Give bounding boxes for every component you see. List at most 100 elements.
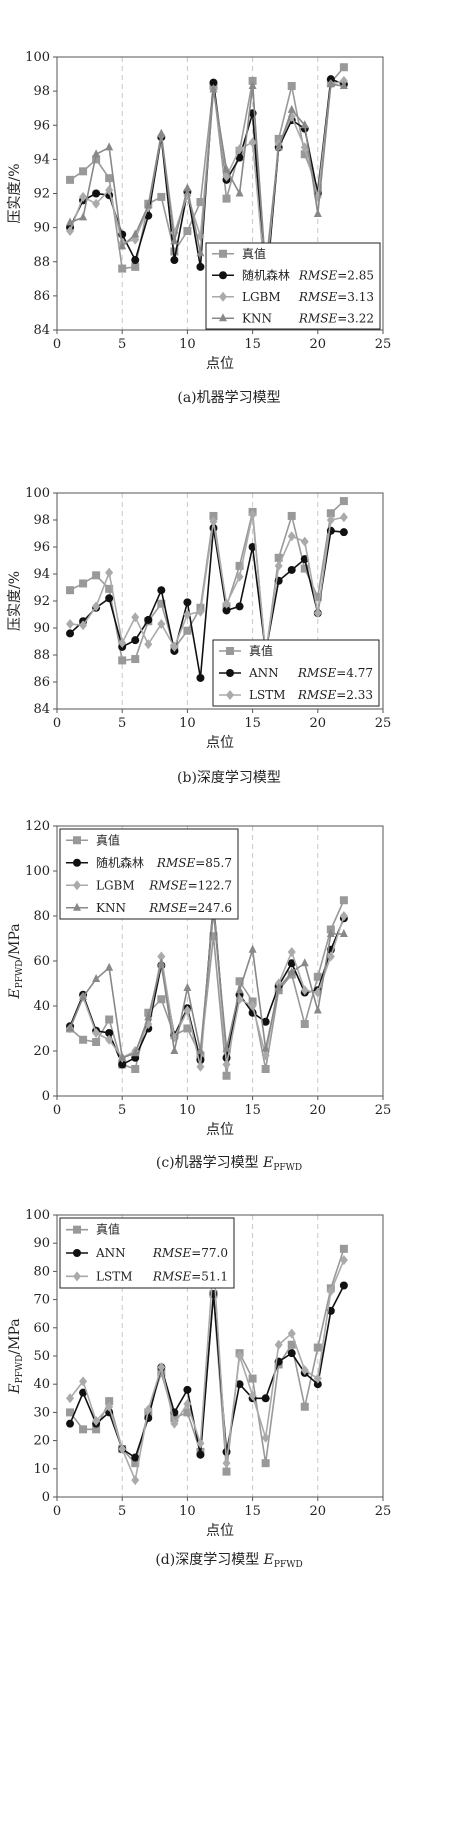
data-point [92,571,101,580]
data-point [248,944,257,953]
legend-marker [226,669,234,677]
data-point [131,1065,140,1073]
data-point [157,1362,166,1373]
data-point [183,1398,192,1409]
data-point [170,256,179,265]
data-point [157,192,166,201]
data-point [131,1459,140,1468]
data-point [300,1402,309,1411]
chart-panel-3: 0 5 10 15 20 25 0 20 40 60 80 100 120 点位 EPFWD/MPa 真值随机… [7,819,391,1173]
data-point [261,1394,270,1403]
data-point [105,594,114,603]
data-point [79,1425,88,1434]
data-point [92,198,101,209]
data-point [66,618,75,629]
data-point [313,1380,322,1389]
data-point [79,620,88,631]
y-tick-label: 84 [33,323,50,338]
data-point [170,236,179,245]
data-point [105,1397,114,1406]
x-tick-label: 15 [244,716,261,731]
data-point [183,227,192,236]
data-point [287,1340,296,1349]
legend-label: 随机森林 [96,855,144,870]
data-point [183,1385,192,1394]
data-point [183,1005,192,1016]
data-point [339,497,348,506]
legend-marker [219,313,227,322]
x-tick-label: 0 [53,1504,61,1519]
y-tick-label: 80 [33,909,50,924]
data-point [66,226,75,237]
legend-label: 真值 [249,643,273,658]
data-point [339,1281,348,1290]
data-point [105,174,114,183]
data-point [183,1408,192,1417]
data-point [105,1034,114,1045]
data-point [79,1376,88,1387]
data-point [131,655,140,664]
data-point [248,1374,257,1383]
data-point [196,606,205,617]
data-point [170,1046,179,1054]
x-tick-label: 10 [179,337,196,352]
data-point [66,629,75,638]
data-point [157,958,166,967]
data-point [287,1349,296,1358]
data-point [209,932,218,941]
data-point [326,79,335,88]
data-point [105,185,114,196]
data-point [339,929,348,937]
legend-rmse: RMSE=3.13 [298,290,374,304]
legend-rmse: RMSE=3.22 [298,311,374,325]
x-tick-label: 25 [375,716,392,731]
data-point [196,1438,205,1449]
legend-label: LGBM [96,878,135,892]
data-point [157,128,166,137]
x-tick-label: 5 [118,1504,126,1519]
legend-label: 随机森林 [242,267,290,282]
data-point [144,639,153,650]
data-point [300,958,309,967]
y-tick-label: 98 [33,513,50,528]
data-point [157,1368,166,1377]
data-point [287,531,296,542]
data-point [222,606,231,615]
legend-label: LSTM [249,688,285,702]
legend-marker [73,1271,81,1282]
legend-label: ANN [248,666,279,680]
y-axis-label: EPFWD/MPa [7,1318,25,1394]
x-tick-label: 15 [244,1103,261,1118]
data-point [248,1001,257,1011]
x-tick-label: 20 [310,337,327,352]
x-tick-label: 20 [310,716,327,731]
legend-rmse: RMSE=247.6 [148,901,232,915]
x-tick-label: 10 [179,716,196,731]
data-point [196,248,205,257]
y-tick-label: 84 [33,702,50,717]
y-axis-label: EPFWD/MPa [7,923,25,999]
data-point [157,586,166,595]
y-tick-label: 70 [33,1293,50,1308]
data-point [209,78,218,87]
data-point [157,951,166,962]
series-line [69,66,345,300]
y-tick-label: 60 [33,954,50,969]
y-tick-label: 20 [33,1434,50,1449]
data-point [235,188,244,197]
data-point [248,137,257,148]
data-point [66,1393,75,1404]
data-point [261,1432,270,1443]
chart-caption: (a)机器学习模型 [177,390,280,406]
data-point [66,1408,75,1417]
x-axis-label: 点位 [206,1122,234,1138]
legend-label: LSTM [96,1269,132,1283]
y-tick-label: 96 [33,540,50,555]
data-point [92,189,101,198]
series-4 [66,79,348,272]
data-point [118,241,127,250]
data-point [248,1390,257,1401]
data-point [79,579,88,588]
data-point [118,1444,127,1455]
data-point [326,1286,335,1297]
